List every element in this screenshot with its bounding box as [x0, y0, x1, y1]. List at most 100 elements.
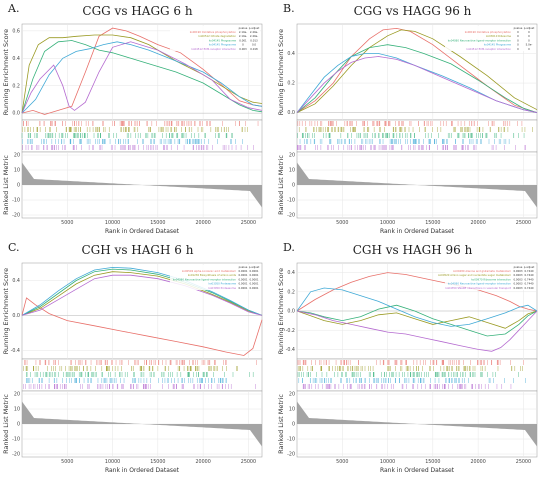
legend-entry: ko04512 ECM-receptor interaction [467, 47, 512, 51]
ranked-metric-area [297, 162, 537, 208]
legend-pvalue: 2.10e- [239, 34, 247, 38]
gsea-panel-b: B. CGG vs HAGG 96 h 0.0 0.2 0.4 -20 -10 0 10 20… [275, 0, 550, 239]
y2-tick-label: 20 [14, 392, 20, 398]
legend-pvalue: 0 [517, 43, 519, 47]
legend-pvalue: 0.0003 [513, 277, 522, 281]
legend-pvalue: 0 [242, 43, 244, 47]
legend-pvalue: 0.0001 [238, 269, 247, 273]
y-tick-label: 0.0 [12, 313, 20, 319]
legend-pvalue: 0 [517, 38, 519, 42]
panel-title: CGG vs HAGG 6 h [82, 4, 193, 18]
legend-entry: ko00480 Alanine and glutamate metabolism [453, 269, 511, 273]
legend-padjust: 2.40e- [250, 34, 258, 38]
x-tick-label: 10000 [380, 459, 395, 465]
y2-axis-label: Ranked List Metric [2, 155, 10, 215]
y-axis-label: Running Enrichment Score [277, 29, 285, 115]
y-axis-label: Running Enrichment Score [2, 268, 10, 354]
legend-entry: ko04350 SNARE interactions in vesicular … [445, 286, 511, 290]
y2-tick-label: 20 [289, 392, 295, 398]
legend-padjust: 0 [528, 34, 530, 38]
legend-pvalue: 0.0003 [513, 269, 522, 273]
legend-padjust: 0.7440 [524, 282, 533, 286]
y-tick-label: 0.4 [287, 270, 295, 276]
y-tick-label: 0.6 [12, 28, 20, 34]
legend: pvalue p.adjust ko00480 Alanine and glutam… [438, 265, 535, 290]
legend-padjust: 0.7440 [524, 273, 533, 277]
x-axis-label: Rank in Ordered Dataset [105, 467, 180, 474]
x-tick-label: 15000 [150, 459, 165, 465]
x-axis-label: Rank in Ordered Dataset [105, 228, 180, 235]
x-tick-label: 15000 [150, 220, 165, 226]
y-tick-label: 0.4 [287, 51, 295, 57]
legend-pvalue: 0.0001 [238, 286, 247, 290]
legend-entry: ko04080 Neuroactive ligand-receptor inte… [448, 282, 512, 286]
gsea-panel-a: A. CGG vs HAGG 6 h 0.0 0.2 0.4 0.6 -20 -10 0 10… [0, 0, 275, 239]
x-tick-label: 20000 [470, 220, 485, 226]
y-tick-label: 0.0 [287, 110, 295, 116]
legend-entry: ko04512 ECM-receptor interaction [192, 47, 237, 51]
legend-entry: ko00190 Oxidative phosphorylation [465, 30, 512, 34]
hit-bars-area [296, 119, 538, 153]
legend-header-pvalue: pvalue [514, 26, 523, 30]
y2-tick-label: 10 [14, 168, 20, 174]
series-line [296, 287, 538, 327]
legend-header-pvalue: pvalue [239, 265, 248, 269]
series-line [296, 56, 538, 113]
legend-entry: ko04145 Phagosome [484, 43, 512, 47]
legend-pvalue: 0.0001 [238, 277, 247, 281]
y-tick-label: -0.2 [286, 328, 295, 334]
legend-padjust: 0.0001 [249, 282, 258, 286]
y2-tick-label: -20 [287, 213, 295, 219]
legend-pvalue: 0.0003 [513, 273, 522, 277]
legend-pvalue: 0 [517, 47, 519, 51]
y-tick-label: 0.0 [12, 111, 20, 117]
legend-entry: ko04080 Neuroactive ligand-receptor inte… [173, 277, 237, 281]
legend-pvalue: 0.0003 [513, 286, 522, 290]
y-tick-label: 0.4 [12, 56, 20, 62]
legend-header-padjust: p.adjust [249, 26, 259, 30]
legend-entry: ko00520 Amino sugar and nucleotide sugar… [438, 273, 511, 277]
y2-tick-label: -20 [12, 213, 20, 219]
series-line [296, 310, 538, 352]
x-tick-label: 5000 [336, 220, 348, 226]
legend-entry: ko03050 Proteasome [209, 282, 237, 286]
ranked-metric-area [22, 401, 262, 447]
gsea-panel-d: D. CGH vs HAGH 96 h -0.4 -0.2 0.0 0.2 0.4 -20… [275, 239, 550, 478]
panel-letter: D. [283, 241, 295, 254]
x-tick-label: 20000 [195, 459, 210, 465]
legend: pvalue p.adjust ko00190 Oxidative phosphor… [445, 26, 535, 51]
y2-tick-label: 20 [14, 153, 20, 159]
panel-title: CGG vs HAGG 96 h [353, 4, 472, 18]
legend: pvalue p.adjust ko00190 Oxidative phosphor… [170, 26, 260, 51]
legend-padjust: 0.0001 [249, 273, 258, 277]
legend-padjust: 0.7440 [524, 277, 533, 281]
x-tick-label: 5000 [61, 459, 73, 465]
x-tick-label: 10000 [105, 220, 120, 226]
legend-pvalue: 2.10e- [239, 30, 247, 34]
x-axis-label: Rank in Ordered Dataset [380, 467, 455, 474]
series-line [21, 34, 263, 114]
series-line [296, 310, 538, 329]
legend-padjust: 2.40e- [250, 30, 258, 34]
y2-axis-label: Ranked List Metric [277, 394, 285, 454]
panel-letter: C. [8, 241, 20, 254]
legend-header-padjust: p.adjust [524, 26, 534, 30]
x-tick-label: 15000 [425, 459, 440, 465]
gsea-panel-c: C. CGH vs HAGH 6 h -0.4 0.0 0.4 -20 -10 0 10 20… [0, 239, 275, 478]
gsea-chart-a: 0.0 0.2 0.4 0.6 -20 -10 0 10 20 5000 10000 15000 200… [2, 23, 263, 235]
x-tick-label: 5000 [336, 459, 348, 465]
x-tick-label: 20000 [195, 220, 210, 226]
legend-padjust: 0.0001 [249, 277, 258, 281]
panel-title: CGH vs HAGH 96 h [352, 243, 473, 257]
y2-tick-label: -10 [287, 198, 295, 204]
y-tick-label: 0.2 [287, 81, 295, 87]
series-line [21, 266, 263, 316]
y2-tick-label: -10 [12, 198, 20, 204]
legend-box [170, 265, 260, 290]
series-line [21, 274, 263, 316]
x-tick-label: 10000 [105, 459, 120, 465]
series-line [21, 27, 263, 115]
x-tick-label: 20000 [470, 459, 485, 465]
panel-letter: B. [283, 2, 295, 15]
y-tick-label: 0.2 [287, 289, 295, 295]
